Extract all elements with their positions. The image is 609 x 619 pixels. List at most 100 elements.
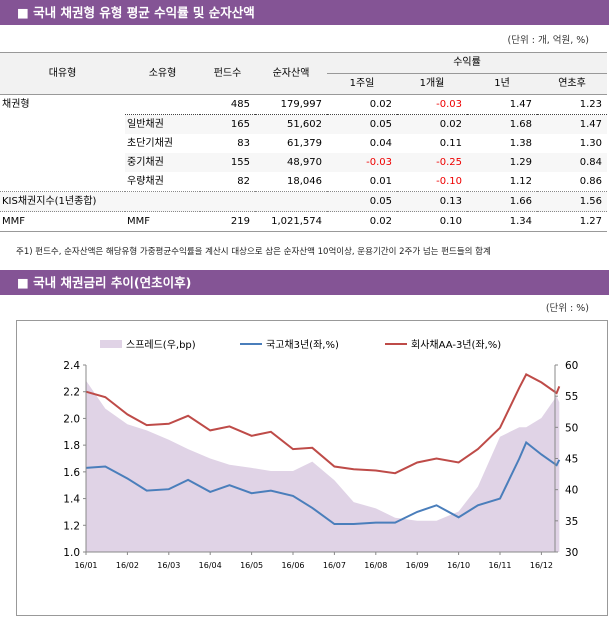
cell-ytd: 1.56 [537,191,607,212]
x-tick-label: 16/08 [364,561,387,570]
y-right-tick-label: 50 [565,422,578,434]
cell-minor [125,191,200,212]
cell-assets: 18,046 [287,176,322,187]
cell-m1: 0.10 [397,211,467,232]
y-left-tick-label: 1.4 [63,494,80,506]
col-ytd: 연초후 [537,73,607,95]
series-line-1 [85,440,561,525]
cell-w1: 0.02 [369,99,392,110]
chart-frame [16,320,608,616]
col-assets: 순자산액 [255,52,327,95]
legend-swatch-spread [100,340,122,348]
cell-minor: 중기채권 [125,153,200,172]
section-header-rates: ■ 국내 채권금리 추이(연초이후) [0,270,609,295]
cell-w1: 0.01 [369,176,392,187]
x-tick-label: 16/02 [116,561,139,570]
footnote: 주1) 펀드수, 순자산액은 해당유형 가중평균수익률을 계산시 대상으로 삼은… [16,247,491,257]
cell-ytd: 1.47 [537,114,607,134]
cell-y1: 1.12 [509,176,532,187]
y-left-tick-label: 2.2 [63,387,80,399]
x-tick-label: 16/04 [199,561,222,570]
cell-y1: 1.47 [509,99,532,110]
spread-area [86,380,560,552]
cell-ytd: 1.30 [579,138,602,149]
y-right-tick-label: 35 [565,516,578,528]
section-title: ■ 국내 채권금리 추이(연초이후) [17,275,192,290]
cell-ytd: 0.86 [579,176,602,187]
unit-label-chart: (단위 : %) [545,303,589,314]
table-row: 채권형 485 179,997 0.02 -0.03 1.47 1.23 [0,95,607,115]
cell-assets: 51,602 [255,114,327,134]
x-tick-label: 16/05 [240,561,263,570]
cell-minor: 초단기채권 [127,138,173,149]
y-left-tick-label: 2.4 [63,360,80,372]
cell-m1: 0.11 [439,138,462,149]
cell-funds: 83 [237,138,250,149]
cell-funds: 485 [230,99,250,110]
legend-label: 스프레드(우,bp) [126,339,196,351]
legend-label: 국고채3년(좌,%) [266,339,339,351]
table-row: 우량채권 82 18,046 0.01 -0.10 1.12 0.86 [0,172,607,192]
y-left-tick-label: 1.2 [63,520,80,532]
cell-assets: 1,021,574 [255,211,327,232]
x-tick-label: 16/11 [488,561,511,570]
y-left-tick-label: 1.0 [63,547,80,559]
cell-y1: 1.38 [509,138,532,149]
cell-ytd: 1.27 [537,211,607,232]
col-funds: 펀드수 [200,52,255,95]
cell-w1: 0.02 [327,211,397,232]
cell-funds: 165 [200,114,255,134]
col-1w: 1주일 [327,73,397,95]
legend-label: 회사채AA-3년(좌,%) [411,339,501,351]
x-tick-label: 16/10 [447,561,470,570]
section-title: ■ 국내 채권형 유형 평균 수익률 및 순자산액 [17,5,255,20]
table-row: 일반채권 165 51,602 0.05 0.02 1.68 1.47 [0,114,607,134]
y-left-tick-label: 2.0 [63,413,80,425]
cell-assets: 48,970 [255,153,327,172]
col-returns: 수익률 [327,52,607,74]
x-tick-label: 16/09 [406,561,429,570]
fund-returns-table: 대유형 소유형 펀드수 순자산액 수익률 1주일 1개월 1년 연초후 채권형 4… [0,52,607,232]
y-right-tick-label: 45 [565,454,578,466]
x-tick-label: 16/07 [323,561,346,570]
cell-major: MMF [0,211,125,232]
cell-major: 채권형 [2,99,30,111]
cell-minor: 우량채권 [127,176,164,187]
cell-ytd: 1.23 [579,99,602,110]
x-tick-label: 16/03 [157,561,180,570]
y-left-tick-label: 1.8 [63,440,80,452]
y-right-tick-label: 30 [565,547,578,559]
cell-y1: 1.68 [467,114,537,134]
x-tick-label: 16/01 [74,561,97,570]
cell-assets [255,191,327,212]
cell-m1: -0.10 [436,176,462,187]
y-right-tick-label: 55 [565,391,578,403]
y-right-tick-label: 40 [565,485,578,497]
cell-funds: 82 [237,176,250,187]
cell-assets: 61,379 [287,138,322,149]
unit-label: (단위 : 개, 억원, %) [507,35,589,46]
cell-w1: 0.05 [327,191,397,212]
cell-m1: 0.02 [397,114,467,134]
x-tick-label: 16/06 [281,561,304,570]
table-row: KIS채권지수(1년종합) 0.05 0.13 1.66 1.56 [0,191,607,212]
cell-m1: 0.13 [397,191,467,212]
cell-funds: 219 [200,211,255,232]
cell-minor: MMF [125,211,200,232]
col-1m: 1개월 [397,73,467,95]
cell-w1: 0.04 [369,138,392,149]
cell-funds: 155 [200,153,255,172]
cell-m1: -0.25 [397,153,467,172]
cell-assets: 179,997 [280,99,322,110]
col-minor: 소유형 [125,52,200,95]
col-major: 대유형 [0,52,125,95]
cell-ytd: 0.84 [537,153,607,172]
cell-w1: -0.03 [327,153,397,172]
y-right-tick-label: 60 [565,360,578,372]
table-row: 초단기채권 83 61,379 0.04 0.11 1.38 1.30 [0,134,607,153]
cell-m1: -0.03 [436,99,462,110]
cell-funds [200,191,255,212]
cell-minor: 일반채권 [125,114,200,134]
table-row: 중기채권 155 48,970 -0.03 -0.25 1.29 0.84 [0,153,607,172]
